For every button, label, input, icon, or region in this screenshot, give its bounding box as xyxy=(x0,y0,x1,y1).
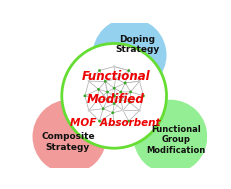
Point xyxy=(119,98,123,101)
Circle shape xyxy=(93,18,167,92)
Point xyxy=(106,91,109,94)
Point xyxy=(119,91,123,94)
Text: Functional: Functional xyxy=(81,70,150,83)
Text: Doping
Strategy: Doping Strategy xyxy=(115,35,159,54)
Circle shape xyxy=(33,100,106,174)
Point xyxy=(123,81,127,84)
Text: Composite
Strategy: Composite Strategy xyxy=(41,132,95,152)
Point xyxy=(142,94,145,97)
Point xyxy=(87,109,91,112)
Point xyxy=(98,120,101,123)
Text: MOF Absorbent: MOF Absorbent xyxy=(70,118,161,128)
Point xyxy=(112,65,116,68)
Point xyxy=(87,80,91,83)
Point xyxy=(121,109,125,112)
Point xyxy=(112,124,116,127)
Text: Modified: Modified xyxy=(87,93,145,106)
Point xyxy=(97,88,100,91)
Point xyxy=(83,94,87,97)
Circle shape xyxy=(62,43,167,148)
Point xyxy=(112,102,116,105)
Point xyxy=(111,111,115,114)
Point xyxy=(112,94,116,97)
Point xyxy=(106,98,109,101)
Point xyxy=(114,77,117,81)
Point xyxy=(127,120,131,123)
Circle shape xyxy=(134,100,207,174)
Point xyxy=(96,98,100,101)
Point xyxy=(138,80,141,83)
Point xyxy=(127,69,131,72)
Point xyxy=(98,69,101,72)
Point xyxy=(101,107,105,110)
Point xyxy=(103,80,107,83)
Text: Functional
Group
Modification: Functional Group Modification xyxy=(146,125,205,155)
Point xyxy=(129,90,132,93)
Point xyxy=(128,101,132,104)
Point xyxy=(112,87,116,90)
Point xyxy=(138,109,141,112)
